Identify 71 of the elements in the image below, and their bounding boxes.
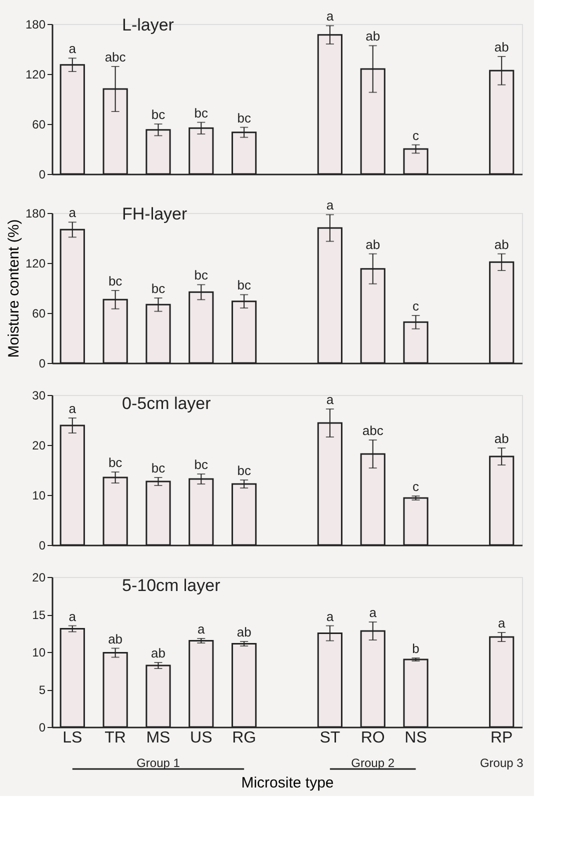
annotation: a xyxy=(326,392,334,407)
text: Group 2 xyxy=(351,756,395,770)
annotation: bc xyxy=(108,274,123,288)
annotation: bc xyxy=(237,278,252,293)
annotation: bc xyxy=(237,110,252,126)
y-tick-label: 0 xyxy=(38,356,46,370)
x-tick-label: RP xyxy=(490,730,513,746)
annotation: a xyxy=(68,205,77,220)
x-tick-label: NS xyxy=(404,730,427,746)
y-tick-label: 120 xyxy=(25,68,46,82)
annotation: a xyxy=(498,616,506,630)
annotation: bc xyxy=(194,457,209,472)
annotation: a xyxy=(326,608,334,624)
annotation: bc xyxy=(151,460,166,476)
y-tick-label: 60 xyxy=(32,306,46,320)
annotation: c xyxy=(412,128,420,143)
annotation: ab xyxy=(494,40,509,54)
chart-title: L-layer xyxy=(122,16,174,35)
y-tick-label: 10 xyxy=(32,488,46,502)
annotation: c xyxy=(412,298,420,314)
annotation: ab xyxy=(151,646,166,660)
x-tick-label: LS xyxy=(62,730,82,746)
x-tick-label: RO xyxy=(360,730,385,746)
annotation: bc xyxy=(194,105,209,120)
annotation: ab xyxy=(494,431,509,446)
chart-title: FH-layer xyxy=(122,204,188,224)
y-tick-label: 20 xyxy=(32,438,46,452)
y-tick-label: 5 xyxy=(38,683,46,697)
y-tick-label: 10 xyxy=(32,646,46,660)
annotation: bc xyxy=(194,268,209,283)
y-tick-label: 0 xyxy=(38,168,46,182)
annotation: ab xyxy=(366,28,380,44)
y-tick-label: 60 xyxy=(32,118,46,132)
annotation: a xyxy=(68,401,77,416)
chart-title: 5-10cm layer xyxy=(122,576,221,595)
annotation: bc xyxy=(151,281,166,296)
annotation: bc xyxy=(108,455,123,470)
y-tick-label: 20 xyxy=(32,570,46,584)
annotation: a xyxy=(68,608,77,624)
x-axis-title: Microsite type xyxy=(241,774,334,792)
annotation: a xyxy=(326,198,334,213)
annotation: ab xyxy=(108,631,123,646)
annotation: a xyxy=(326,8,334,24)
annotation: a xyxy=(198,622,206,636)
y-tick-label: 0 xyxy=(38,538,46,552)
x-tick-label: TR xyxy=(104,730,126,746)
y-tick-label: 30 xyxy=(32,388,46,402)
x-tick-label: US xyxy=(190,730,212,746)
y-tick-label: 180 xyxy=(25,18,46,32)
annotation: ab xyxy=(366,236,380,252)
y-tick-label: 180 xyxy=(25,206,46,220)
annotation: bc xyxy=(151,107,166,122)
text: Group 1 xyxy=(136,756,180,770)
annotation: a xyxy=(68,41,77,56)
annotation: c xyxy=(412,479,420,494)
annotation: ab xyxy=(236,624,252,640)
annotation: b xyxy=(412,641,420,656)
chart-title: 0-5cm layer xyxy=(122,394,212,413)
annotation: bc xyxy=(237,463,252,478)
y-tick-label: 0 xyxy=(38,720,46,734)
annotation: abc xyxy=(362,423,384,438)
annotation: ab xyxy=(494,236,509,252)
annotation: abc xyxy=(104,50,126,64)
x-tick-label: ST xyxy=(320,730,340,746)
annotation: a xyxy=(369,605,378,620)
y-tick-label: 120 xyxy=(25,256,46,270)
y-axis-title: Moisture content (%) xyxy=(5,219,22,358)
x-tick-label: MS xyxy=(146,730,170,746)
y-tick-label: 15 xyxy=(32,608,46,622)
text: Group 3 xyxy=(480,756,524,770)
x-tick-label: RG xyxy=(232,730,256,746)
